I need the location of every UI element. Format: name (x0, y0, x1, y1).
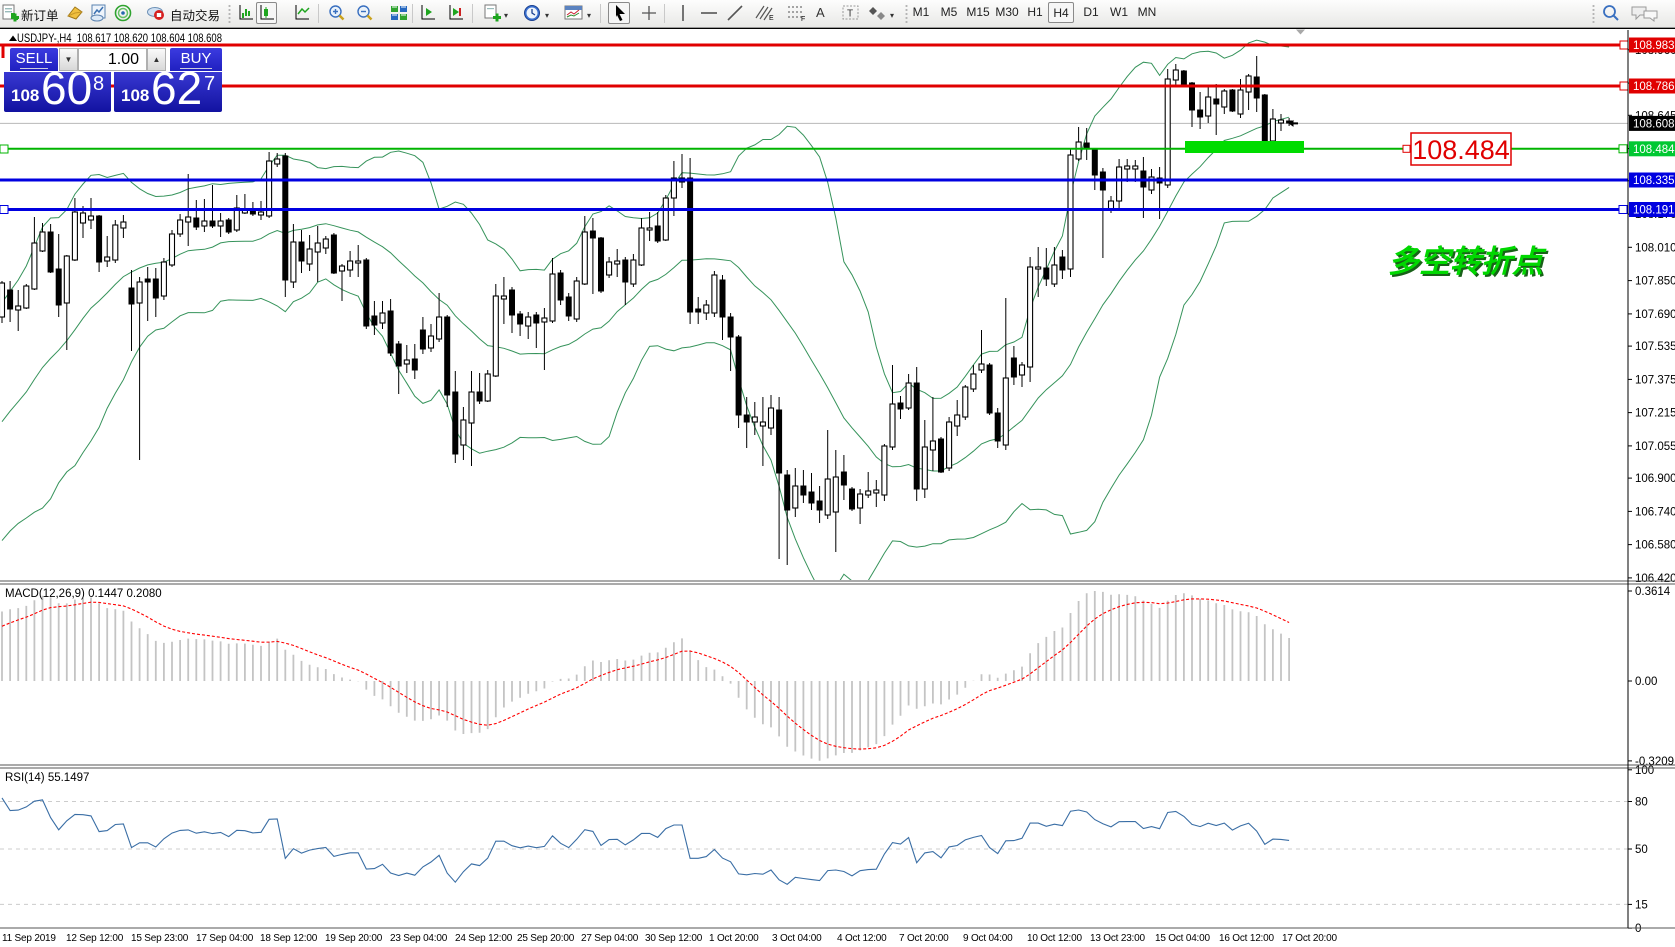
svg-text:107.215: 107.215 (1635, 408, 1675, 420)
svg-text:108.484: 108.484 (1412, 135, 1510, 165)
svg-text:0: 0 (1635, 923, 1641, 935)
svg-text:107.690: 107.690 (1635, 309, 1675, 321)
svg-text:24 Sep 12:00: 24 Sep 12:00 (455, 933, 513, 944)
svg-text:3 Oct 04:00: 3 Oct 04:00 (772, 933, 822, 944)
svg-text:30 Sep 12:00: 30 Sep 12:00 (645, 933, 703, 944)
svg-text:多空转折点: 多空转折点 (1388, 244, 1547, 279)
svg-text:12 Sep 12:00: 12 Sep 12:00 (66, 933, 124, 944)
svg-text:15 Sep 23:00: 15 Sep 23:00 (131, 933, 189, 944)
svg-text:106.740: 106.740 (1635, 506, 1675, 518)
svg-text:100: 100 (1635, 765, 1654, 777)
svg-text:106.420: 106.420 (1635, 573, 1675, 585)
svg-text:1 Oct 20:00: 1 Oct 20:00 (709, 933, 759, 944)
svg-text:15: 15 (1635, 899, 1648, 911)
svg-text:50: 50 (1635, 844, 1648, 856)
svg-text:18 Sep 12:00: 18 Sep 12:00 (260, 933, 318, 944)
svg-text:F: F (801, 16, 805, 22)
svg-text:27 Sep 04:00: 27 Sep 04:00 (581, 933, 639, 944)
svg-text:7 Oct 20:00: 7 Oct 20:00 (899, 933, 949, 944)
svg-text:107.375: 107.375 (1635, 374, 1675, 386)
svg-text:16 Oct 12:00: 16 Oct 12:00 (1219, 933, 1274, 944)
svg-text:107.055: 107.055 (1635, 441, 1675, 453)
svg-text:T: T (847, 9, 853, 20)
svg-text:0.00: 0.00 (1635, 676, 1657, 688)
svg-text:108.983: 108.983 (1633, 40, 1675, 52)
svg-text:10 Oct 12:00: 10 Oct 12:00 (1027, 933, 1082, 944)
svg-text:108.786: 108.786 (1633, 81, 1675, 93)
svg-text:E: E (769, 15, 774, 22)
svg-text:108.335: 108.335 (1633, 175, 1675, 187)
svg-text:19 Sep 20:00: 19 Sep 20:00 (325, 933, 383, 944)
svg-text:15 Oct 04:00: 15 Oct 04:00 (1155, 933, 1210, 944)
svg-text:4 Oct 12:00: 4 Oct 12:00 (837, 933, 887, 944)
svg-text:17 Sep 04:00: 17 Sep 04:00 (196, 933, 254, 944)
svg-text:多空转折点: 多空转折点 (1390, 246, 1549, 281)
svg-text:13 Oct 23:00: 13 Oct 23:00 (1090, 933, 1145, 944)
svg-text:80: 80 (1635, 797, 1648, 809)
svg-text:108.010: 108.010 (1635, 242, 1675, 254)
svg-text:108.608: 108.608 (1633, 118, 1675, 130)
svg-text:9 Oct 04:00: 9 Oct 04:00 (963, 933, 1013, 944)
svg-text:108.191: 108.191 (1633, 205, 1675, 217)
svg-text:25 Sep 20:00: 25 Sep 20:00 (517, 933, 575, 944)
svg-text:17 Oct 20:00: 17 Oct 20:00 (1282, 933, 1337, 944)
svg-text:USDJPY-,H4 108.617 108.620 10: USDJPY-,H4 108.617 108.620 108.604 108.6… (17, 31, 222, 45)
svg-text:108.484: 108.484 (1633, 144, 1675, 156)
svg-text:106.900: 106.900 (1635, 473, 1675, 485)
svg-text:11 Sep 2019: 11 Sep 2019 (2, 933, 56, 944)
svg-text:107.850: 107.850 (1635, 276, 1675, 288)
svg-text:RSI(14) 55.1497: RSI(14) 55.1497 (5, 772, 89, 784)
svg-text:107.535: 107.535 (1635, 341, 1675, 353)
svg-text:0.3614: 0.3614 (1635, 586, 1671, 598)
svg-text:23 Sep 04:00: 23 Sep 04:00 (390, 933, 448, 944)
svg-text:106.580: 106.580 (1635, 540, 1675, 552)
svg-text:MACD(12,26,9) 0.1447 0.2080: MACD(12,26,9) 0.1447 0.2080 (5, 588, 162, 600)
